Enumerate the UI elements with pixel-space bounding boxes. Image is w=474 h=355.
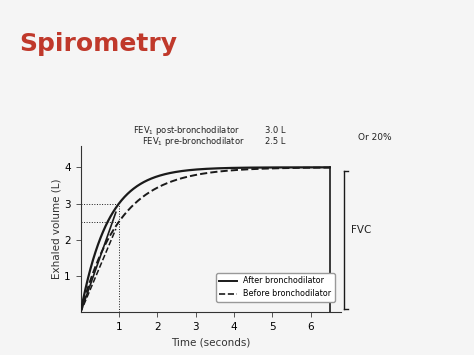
Legend: After bronchodilator, Before bronchodilator: After bronchodilator, Before bronchodila… <box>216 273 335 302</box>
Text: 3.0 L: 3.0 L <box>265 126 286 135</box>
Y-axis label: Exhaled volume (L): Exhaled volume (L) <box>52 179 62 279</box>
Text: FVC: FVC <box>351 224 371 235</box>
Text: 2.5 L: 2.5 L <box>265 137 286 146</box>
Text: FEV$_1$ pre-bronchodilator: FEV$_1$ pre-bronchodilator <box>142 135 245 148</box>
Text: Or 20%: Or 20% <box>358 133 392 142</box>
Text: Spirometry: Spirometry <box>19 32 177 56</box>
X-axis label: Time (seconds): Time (seconds) <box>171 338 251 348</box>
Text: FEV$_1$ post-bronchodilator: FEV$_1$ post-bronchodilator <box>133 124 239 137</box>
